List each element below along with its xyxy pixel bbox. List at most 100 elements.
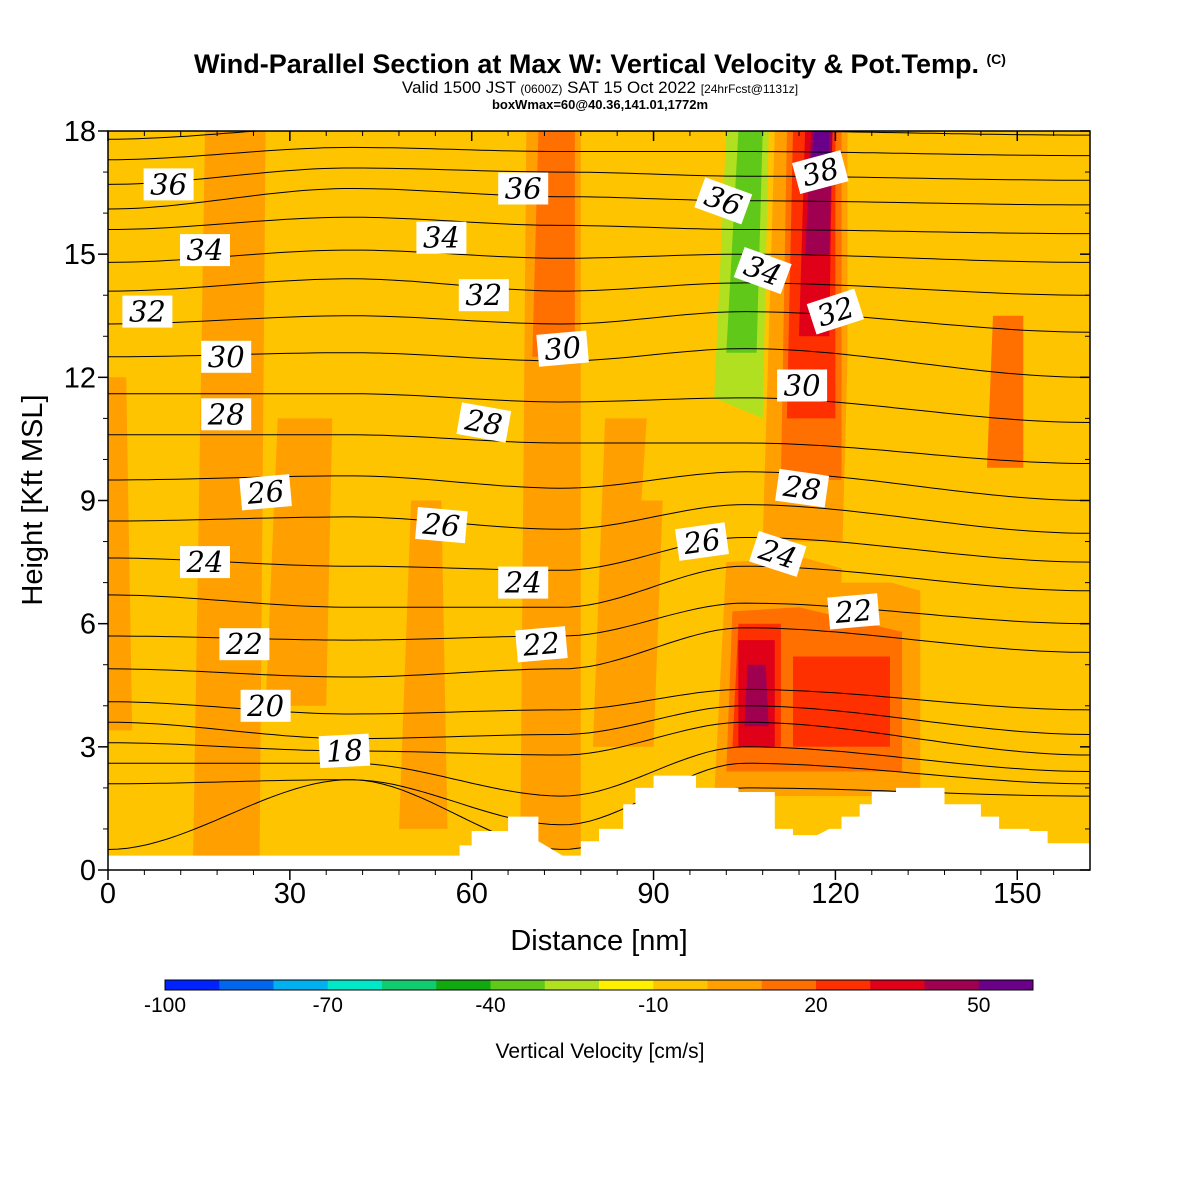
w-region-12 <box>726 131 763 353</box>
colorbar-swatch-11 <box>761 980 817 990</box>
theta-label-0: 36 <box>143 167 194 201</box>
theta-label-13: 30 <box>536 330 589 367</box>
theta-label-text: 18 <box>325 733 364 769</box>
theta-contour-18 <box>108 746 1090 797</box>
w-region-4 <box>338 131 393 583</box>
colorbar-swatch-8 <box>599 980 654 990</box>
copyright-mark: (C) <box>986 51 1006 67</box>
theta-label-text: 30 <box>784 369 821 403</box>
colorbar-frame <box>164 979 1034 991</box>
theta-contour-24 <box>108 565 1090 608</box>
x-tick-label: 30 <box>274 878 306 910</box>
x-tick-label: 150 <box>993 878 1041 910</box>
colorbar-tick-label: 20 <box>804 994 827 1017</box>
theta-label-7: 22 <box>219 627 270 661</box>
colorbar-swatch-7 <box>544 980 600 990</box>
w-region-3 <box>399 500 448 829</box>
x-tick-label: 0 <box>100 878 116 910</box>
theta-label-text: 30 <box>543 330 583 367</box>
theta-contour-37 <box>108 146 1090 161</box>
theta-label-text: 24 <box>186 545 224 579</box>
colorbar-swatch-14 <box>924 980 980 990</box>
theta-label-12: 32 <box>458 278 509 312</box>
theta-label-text: 24 <box>504 566 542 600</box>
y-tick-label: 12 <box>64 362 96 394</box>
colorbar-swatch-3 <box>327 980 383 990</box>
w-region-18 <box>744 664 769 727</box>
w-region-7 <box>532 131 575 357</box>
theta-label-text: 36 <box>150 167 187 201</box>
theta-contour-31 <box>108 311 1090 333</box>
colorbar-label: Vertical Velocity [cm/s] <box>496 1040 705 1063</box>
theta-label-text: 34 <box>423 221 460 255</box>
chart-title: Wind-Parallel Section at Max W: Vertical… <box>194 49 1006 79</box>
colorbar-swatch-12 <box>816 980 871 990</box>
x-tick-label: 90 <box>637 878 669 910</box>
theta-label-1: 34 <box>180 233 230 267</box>
theta-contour-33 <box>108 249 1090 263</box>
colorbar-tick-label: -10 <box>638 994 668 1017</box>
theta-label-text: 28 <box>462 402 505 442</box>
theta-contour-19 <box>108 721 1090 756</box>
theta-label-text: 20 <box>246 689 284 723</box>
theta-label-text: 28 <box>207 397 245 431</box>
theta-label-text: 26 <box>245 474 286 511</box>
w-region-1 <box>108 377 133 731</box>
theta-label-15: 26 <box>415 506 468 544</box>
theta-label-20: 22 <box>827 593 880 630</box>
theta-label-text: 26 <box>421 506 462 543</box>
box-info: boxWmax=60@40.36,141.01,1772m <box>491 97 709 112</box>
theta-label-text: 28 <box>780 469 822 508</box>
w-region-5 <box>471 131 515 624</box>
colorbar: -100 -70 -40 -10 20 50 <box>144 979 1034 1017</box>
chart-subtitle: Valid 1500 JST (0600Z) SAT 15 Oct 2022 [… <box>401 78 799 97</box>
y-tick-label: 3 <box>80 732 96 764</box>
w-region-25 <box>841 131 915 583</box>
colorbar-swatch-0 <box>165 980 220 990</box>
colorbar-swatch-6 <box>490 980 546 990</box>
w-region-0 <box>192 131 266 870</box>
theta-label-text: 22 <box>833 593 874 630</box>
theta-contour-25 <box>108 537 1090 571</box>
colorbar-swatch-9 <box>653 980 708 990</box>
colorbar-swatch-10 <box>707 980 763 990</box>
theta-contour-38 <box>108 131 1090 140</box>
theta-contour-35 <box>108 188 1090 210</box>
title-block: Wind-Parallel Section at Max W: Vertical… <box>0 44 1200 111</box>
theta-label-24: 30 <box>777 369 828 403</box>
y-tick-label: 0 <box>80 855 96 887</box>
theta-label-text: 30 <box>208 340 245 374</box>
colorbar-swatch-13 <box>870 980 925 990</box>
theta-contour-17 <box>108 762 1090 826</box>
theta-label-text: 22 <box>521 626 562 663</box>
theta-label-text: 32 <box>465 278 502 312</box>
w-region-16 <box>793 656 890 747</box>
theta-label-text: 22 <box>225 627 263 661</box>
colorbar-tick-label: -70 <box>313 994 343 1017</box>
theta-label-text: 36 <box>505 172 542 206</box>
w-region-27 <box>987 315 1024 468</box>
y-tick-label: 6 <box>80 609 96 641</box>
theta-label-9: 18 <box>318 733 371 769</box>
theta-contour-34 <box>108 216 1090 235</box>
y-tick-label: 18 <box>64 116 96 148</box>
theta-label-25: 28 <box>775 469 830 508</box>
colorbar-swatch-5 <box>436 980 491 990</box>
theta-contour-22 <box>108 627 1090 678</box>
theta-label-8: 20 <box>240 689 291 723</box>
theta-contour-29 <box>108 393 1090 423</box>
colorbar-tick-label: -40 <box>475 994 505 1017</box>
theta-label-text: 32 <box>129 295 166 329</box>
colorbar-tick-label: 50 <box>967 994 990 1017</box>
theta-label-3: 30 <box>201 340 252 374</box>
y-axis-label: Height [Kft MSL] <box>17 394 49 605</box>
theta-label-text: 34 <box>187 233 224 267</box>
colorbar-swatch-2 <box>273 980 329 990</box>
x-tick-label: 120 <box>811 878 859 910</box>
theta-contour-30 <box>108 348 1090 378</box>
x-tick-label: 60 <box>456 878 488 910</box>
y-tick-label: 15 <box>64 239 96 271</box>
